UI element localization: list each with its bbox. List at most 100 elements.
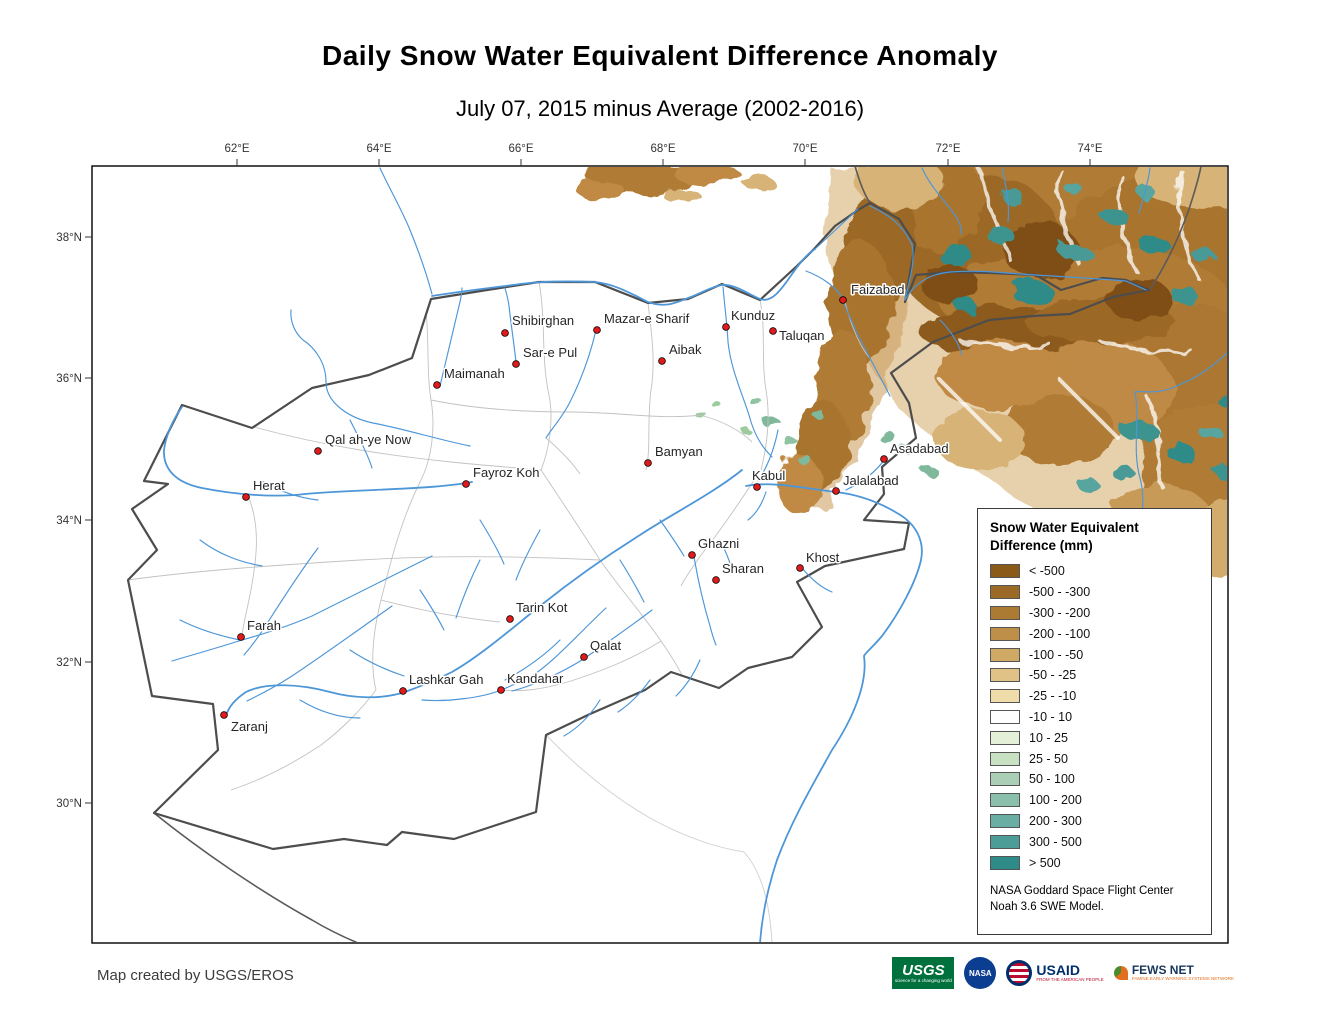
city-dot-fayroz-koh bbox=[462, 480, 470, 488]
legend-swatch bbox=[990, 710, 1020, 725]
latitude-axis: 38°N 36°N 34°N 32°N 30°N bbox=[56, 232, 92, 810]
city-dot-kandahar bbox=[497, 686, 505, 694]
city-label-bamyan: Bamyan bbox=[655, 444, 703, 459]
legend-entry: < -500 bbox=[990, 561, 1199, 582]
legend-entry: 50 - 100 bbox=[990, 769, 1199, 790]
usaid-tagline: FROM THE AMERICAN PEOPLE bbox=[1036, 977, 1104, 983]
legend-entry: > 500 bbox=[990, 852, 1199, 873]
lat-label: 36°N bbox=[56, 373, 82, 385]
legend-entry: -100 - -50 bbox=[990, 644, 1199, 665]
legend-swatch bbox=[990, 834, 1020, 849]
city-dot-lashkar-gah bbox=[399, 687, 407, 695]
city-label-fayroz-koh: Fayroz Koh bbox=[473, 465, 539, 480]
city-label-tarin-kot: Tarin Kot bbox=[516, 600, 568, 615]
city-dot-shibirghan bbox=[501, 329, 509, 337]
city-label-zaranj: Zaranj bbox=[231, 719, 268, 734]
legend-note: NASA Goddard Space Flight Center Noah 3.… bbox=[990, 885, 1174, 913]
legend-entry-label: -100 - -50 bbox=[1029, 647, 1084, 662]
legend-title: Snow Water Equivalent Difference (mm) bbox=[990, 520, 1139, 553]
city-label-kandahar: Kandahar bbox=[507, 671, 564, 686]
lon-label: 64°E bbox=[366, 143, 391, 155]
city-dot-qalat bbox=[580, 653, 588, 661]
legend-entry: -50 - -25 bbox=[990, 665, 1199, 686]
city-dot-aibak bbox=[658, 357, 666, 365]
city-dot-herat bbox=[242, 493, 250, 501]
legend-swatch bbox=[990, 689, 1020, 704]
city-dot-khost bbox=[796, 564, 804, 572]
city-label-qal-ah-ye-now: Qal ah-ye Now bbox=[325, 432, 412, 447]
legend-swatch bbox=[990, 772, 1020, 787]
legend-entry: 10 - 25 bbox=[990, 727, 1199, 748]
longitude-axis: 62°E 64°E 66°E 68°E 70°E 72°E 74°E bbox=[224, 143, 1103, 166]
nasa-logo: NASA bbox=[964, 957, 997, 989]
legend-entry: -300 - -200 bbox=[990, 603, 1199, 624]
legend-entry-label: 200 - 300 bbox=[1029, 814, 1082, 829]
page-title: Daily Snow Water Equivalent Difference A… bbox=[322, 40, 998, 71]
usgs-logo: USGS science for a changing world bbox=[892, 957, 955, 989]
legend-swatch bbox=[990, 751, 1020, 766]
legend-entry-label: 25 - 50 bbox=[1029, 751, 1068, 766]
legend-entry-label: -500 - -300 bbox=[1029, 585, 1091, 600]
city-dot-zaranj bbox=[220, 711, 228, 719]
legend-entry-label: 100 - 200 bbox=[1029, 793, 1082, 808]
usaid-seal-icon bbox=[1006, 960, 1033, 986]
lon-label: 68°E bbox=[650, 143, 675, 155]
legend-entry: -500 - -300 bbox=[990, 582, 1199, 603]
city-dot-kabul bbox=[753, 483, 761, 491]
legend-entry-label: -300 - -200 bbox=[1029, 606, 1091, 621]
city-label-sar-e-pul: Sar-e Pul bbox=[523, 345, 577, 360]
city-dot-faizabad bbox=[839, 296, 847, 304]
legend-entry: -25 - -10 bbox=[990, 686, 1199, 707]
city-markers bbox=[220, 296, 888, 719]
city-dot-bamyan bbox=[644, 459, 652, 467]
lat-label: 30°N bbox=[56, 798, 82, 810]
fewsnet-tagline: FAMINE EARLY WARNING SYSTEMS NETWORK bbox=[1131, 976, 1234, 982]
city-dot-taluqan bbox=[769, 327, 777, 335]
legend-swatch bbox=[990, 793, 1020, 808]
city-label-lashkar-gah: Lashkar Gah bbox=[409, 672, 483, 687]
city-dot-mazar-e-sharif bbox=[593, 326, 601, 334]
legend-entry-label: 10 - 25 bbox=[1029, 730, 1068, 745]
map-frame bbox=[91, 165, 1229, 944]
city-label-ghazni: Ghazni bbox=[698, 536, 739, 551]
city-dot-kunduz bbox=[722, 323, 730, 331]
city-label-kunduz: Kunduz bbox=[731, 308, 775, 323]
legend-swatch bbox=[990, 626, 1020, 641]
legend-entry-label: 300 - 500 bbox=[1029, 834, 1082, 849]
city-dot-farah bbox=[237, 633, 245, 641]
city-label-mazar-e-sharif: Mazar-e Sharif bbox=[604, 311, 690, 326]
legend-swatch bbox=[990, 647, 1020, 662]
lon-label: 72°E bbox=[935, 143, 960, 155]
legend-entry: 300 - 500 bbox=[990, 831, 1199, 852]
usgs-logo-text: USGS bbox=[902, 961, 945, 979]
city-label-qalat: Qalat bbox=[590, 638, 621, 653]
lat-label: 38°N bbox=[56, 232, 82, 244]
nasa-logo-text: NASA bbox=[969, 968, 992, 978]
legend-swatch bbox=[990, 668, 1020, 683]
city-label-taluqan: Taluqan bbox=[779, 328, 825, 343]
city-label-aibak: Aibak bbox=[669, 342, 702, 357]
legend-swatch bbox=[990, 730, 1020, 745]
legend-entry-label: -10 - 10 bbox=[1029, 710, 1073, 725]
lon-label: 70°E bbox=[792, 143, 817, 155]
city-label-farah: Farah bbox=[247, 618, 281, 633]
page-subtitle: July 07, 2015 minus Average (2002-2016) bbox=[455, 96, 865, 121]
fewsnet-logo-text: FEWS NET bbox=[1131, 963, 1194, 978]
usaid-logo: USAID FROM THE AMERICAN PEOPLE bbox=[1006, 960, 1104, 986]
city-dot-asadabad bbox=[880, 455, 888, 463]
city-label-maimanah: Maimanah bbox=[444, 366, 505, 381]
legend-entry-label: < -500 bbox=[1029, 564, 1065, 579]
legend-entry: -10 - 10 bbox=[990, 707, 1199, 728]
lon-label: 74°E bbox=[1077, 143, 1102, 155]
legend-entry: 100 - 200 bbox=[990, 790, 1199, 811]
city-dot-jalalabad bbox=[832, 487, 840, 495]
city-dot-qal-ah-ye-now bbox=[314, 447, 322, 455]
city-label-khost: Khost bbox=[806, 550, 840, 565]
map-credit: Map created by USGS/EROS bbox=[97, 967, 294, 984]
legend-swatch bbox=[990, 564, 1020, 579]
city-labels: Shibirghan Sar-e Pul Mazar-e Sharif Aibak Ku… bbox=[230, 281, 951, 736]
city-label-jalalabad: Jalalabad bbox=[843, 473, 899, 488]
city-dot-sharan bbox=[712, 576, 720, 584]
fewsnet-logo: FEWS NET FAMINE EARLY WARNING SYSTEMS NE… bbox=[1113, 963, 1234, 982]
usgs-tagline: science for a changing world bbox=[894, 977, 952, 983]
